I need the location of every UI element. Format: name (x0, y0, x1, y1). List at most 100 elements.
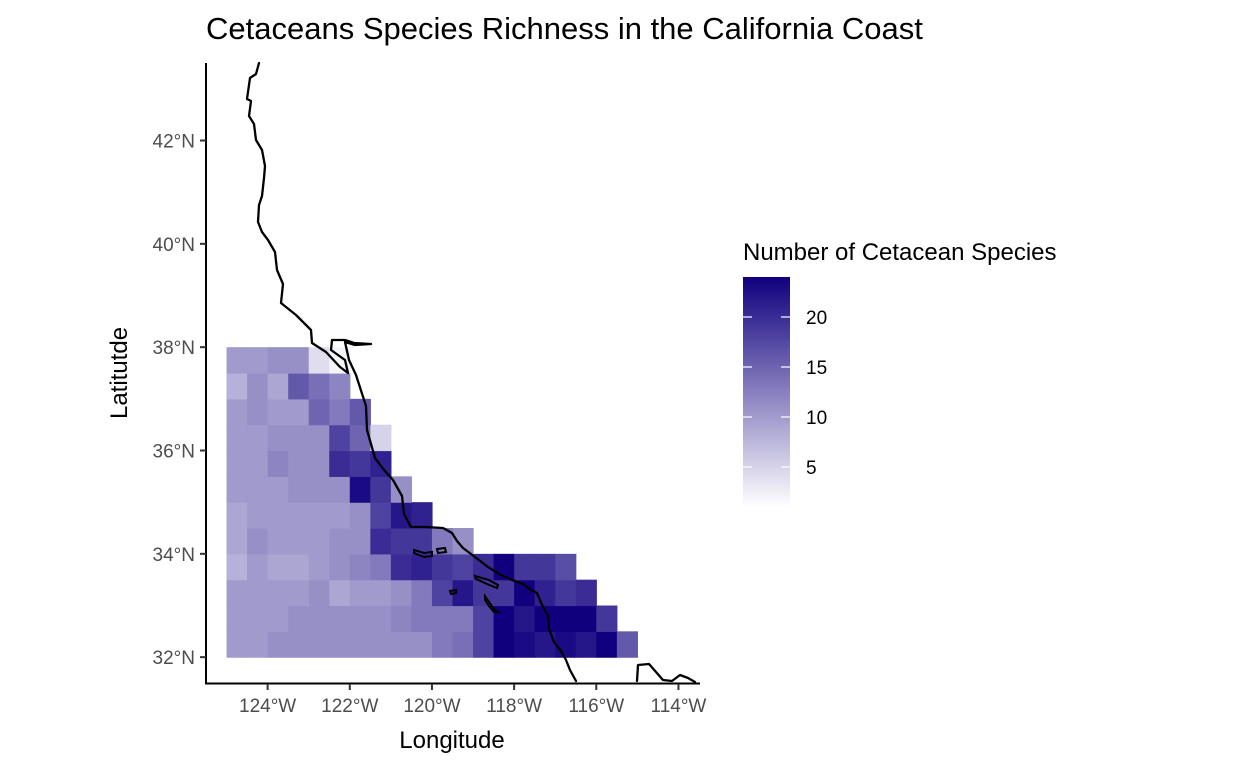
heatmap-cell (329, 476, 351, 503)
heatmap-cell (329, 373, 351, 400)
heatmap-cell (431, 631, 454, 658)
heatmap-cell (596, 605, 618, 632)
heatmap-cell (288, 424, 310, 452)
heatmap-cell (370, 579, 392, 607)
heatmap-cell (247, 553, 269, 581)
heatmap-cell (349, 450, 371, 477)
heatmap-cell (226, 398, 248, 426)
heatmap-cell (431, 528, 454, 555)
heatmap-cell (247, 424, 269, 452)
heatmap-cell (226, 553, 248, 581)
heatmap-cell (267, 476, 289, 503)
heatmap-cell (390, 476, 413, 503)
heatmap-cell (370, 476, 392, 503)
heatmap-cell (267, 373, 289, 400)
heatmap-cell (226, 528, 248, 555)
heatmap-cell (288, 502, 310, 529)
heatmap-cell (514, 605, 536, 632)
heatmap-cell (288, 373, 310, 400)
heatmap-cell (370, 502, 392, 529)
heatmap-cell (349, 605, 371, 632)
heatmap-cell (370, 553, 392, 581)
x-tick-label: 118°W (486, 696, 542, 717)
x-tick-label: 124°W (239, 696, 296, 717)
heatmap-cell (288, 605, 310, 632)
heatmap-cell (308, 476, 330, 503)
heatmap-cell (390, 553, 413, 581)
x-tick-label: 114°W (651, 696, 707, 717)
heatmap-cell (555, 553, 577, 581)
heatmap-cell (452, 528, 474, 555)
heatmap-cell (329, 605, 351, 632)
heatmap-cell (370, 424, 392, 452)
heatmap-cell (349, 579, 371, 607)
heatmap-cell (308, 347, 330, 374)
heatmap-cell (329, 553, 351, 581)
heatmap-cell (267, 398, 289, 426)
heatmap-cell (575, 631, 597, 658)
heatmap-cell (349, 502, 371, 529)
heatmap-cell (534, 553, 556, 581)
legend-colorbar (743, 277, 790, 507)
island-san-nicolas (448, 588, 457, 596)
heatmap-cell (555, 605, 577, 632)
heatmap-cell (329, 579, 351, 607)
heatmap-cell (288, 553, 310, 581)
legend-title: Number of Cetacean Species (743, 239, 1057, 266)
heatmap-cell (226, 450, 248, 477)
heatmap-cell (411, 528, 433, 555)
heatmap-cell (267, 528, 289, 555)
heatmap-cell (308, 553, 330, 581)
heatmap-cell (329, 398, 351, 426)
heatmap-cell (247, 450, 269, 477)
island-san-clemente (484, 592, 501, 613)
heatmap-cell (349, 528, 371, 555)
heatmap-cell (308, 631, 330, 658)
heatmap-cell (267, 631, 289, 658)
heatmap-cell (247, 347, 269, 374)
heatmap-cell (308, 398, 330, 426)
heatmap-cell (452, 579, 474, 607)
y-tick-label: 42°N (153, 132, 195, 153)
heatmap-cell (247, 605, 269, 632)
heatmap-cell (534, 631, 556, 658)
heatmap-cell (267, 450, 289, 477)
x-axis-title: Longitude (399, 727, 504, 754)
heatmap-cell (596, 631, 618, 658)
legend-tick-label: 20 (806, 308, 827, 329)
heatmap-cell (370, 528, 392, 555)
heatmap-cell (349, 631, 371, 658)
heatmap-cell (267, 424, 289, 452)
heatmap-cell (534, 605, 556, 632)
y-tick-label: 40°N (153, 235, 195, 256)
heatmap-cell (226, 476, 248, 503)
heatmap-cell (493, 579, 515, 607)
heatmap-cell (431, 579, 454, 607)
heatmap-cell (308, 579, 330, 607)
heatmap-cell (247, 373, 269, 400)
y-tick-label: 32°N (153, 648, 195, 669)
heatmap-cell (247, 631, 269, 658)
heatmap-cell (288, 347, 310, 374)
heatmap-cell (247, 398, 269, 426)
heatmap-cell (349, 424, 371, 452)
heatmap-cell (247, 579, 269, 607)
heatmap-cell (370, 631, 392, 658)
y-tick-label: 36°N (153, 442, 195, 463)
heatmap-cell (390, 631, 413, 658)
coastline (245, 61, 578, 683)
heatmap-cell (616, 631, 638, 658)
heatmap-cell (411, 631, 433, 658)
heatmap-cell (226, 347, 248, 374)
heatmap-cell (514, 631, 536, 658)
heatmap-cell (514, 579, 536, 607)
richness-cells (226, 347, 638, 658)
chart-title: Cetaceans Species Richness in the Califo… (206, 11, 923, 46)
heatmap-cell (288, 631, 310, 658)
y-axis-title: Latitutde (106, 327, 133, 419)
island-catalina (473, 574, 500, 590)
heatmap-cell (247, 528, 269, 555)
legend-tick-label: 5 (806, 458, 817, 479)
heatmap-cell (349, 476, 371, 503)
